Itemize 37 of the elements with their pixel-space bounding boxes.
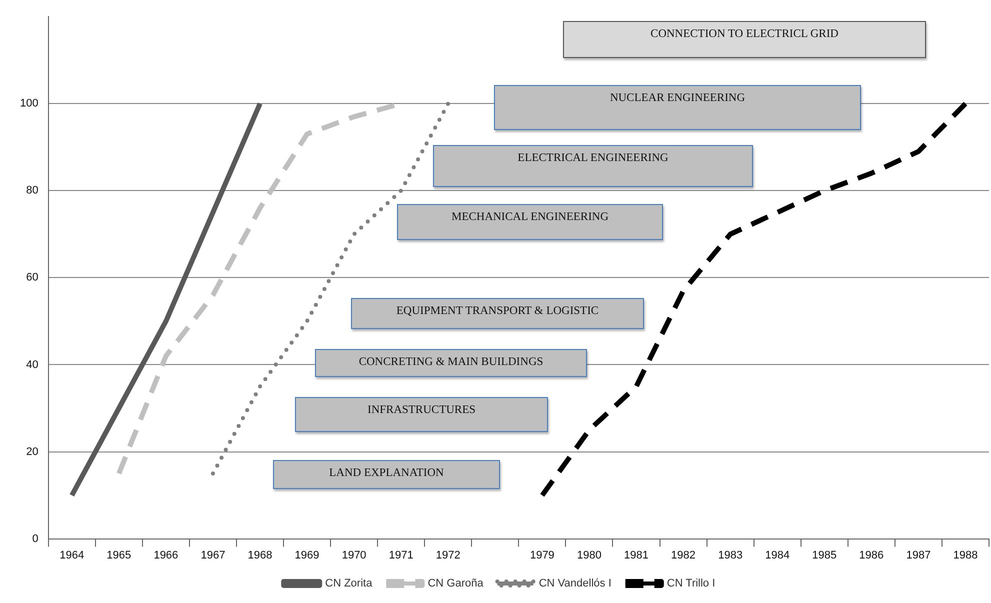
x-tick-label: 1970 [342, 549, 366, 562]
phase-box: LAND EXPLANATION [273, 460, 500, 489]
x-tick-label: 1988 [953, 549, 978, 562]
x-tick-label: 1967 [200, 549, 226, 562]
y-tick-label: 60 [26, 272, 38, 284]
x-tick-label: 1982 [671, 549, 696, 562]
x-tick-label: 1984 [765, 549, 790, 562]
x-tick-label: 1969 [294, 549, 320, 562]
x-tick-label: 1980 [576, 549, 602, 562]
x-tick-label: 1971 [388, 549, 414, 562]
x-tick-label: 1964 [60, 549, 84, 562]
phase-box: INFRASTRUCTURES [295, 397, 548, 432]
legend-label: CN Vandellós I [538, 578, 612, 590]
y-tick-label: 100 [20, 98, 38, 110]
y-tick-label: 0 [32, 532, 38, 545]
y-tick-label: 80 [26, 184, 38, 197]
phase-box: ELECTRICAL ENGINEERING [433, 145, 753, 187]
legend-label: CN Zorita [325, 578, 374, 590]
x-tick-label: 1965 [106, 549, 132, 562]
legend-label: CN Trillo I [666, 578, 716, 590]
phase-box: CONNECTION TO ELECTRICL GRID [563, 21, 926, 58]
x-tick-label: 1968 [248, 549, 272, 562]
x-tick-label: 1981 [624, 549, 648, 562]
x-tick-label: 1979 [530, 549, 554, 562]
phase-box: EQUIPMENT TRANSPORT & LOGISTIC [351, 298, 644, 329]
phase-box: MECHANICAL ENGINEERING [397, 204, 663, 240]
legend-label: CN Garoña [428, 578, 484, 590]
phase-box: CONCRETING & MAIN BUILDINGS [315, 349, 587, 377]
x-tick-label: 1983 [718, 549, 743, 562]
x-tick-label: 1985 [812, 549, 837, 562]
y-tick-label: 20 [26, 446, 38, 458]
phase-box: NUCLEAR ENGINEERING [494, 85, 861, 130]
x-tick-label: 1986 [859, 549, 884, 562]
x-tick-label: 1966 [154, 549, 178, 562]
x-tick-label: 1972 [436, 549, 460, 562]
x-tick-label: 1987 [906, 549, 931, 562]
y-tick-label: 40 [26, 358, 38, 371]
